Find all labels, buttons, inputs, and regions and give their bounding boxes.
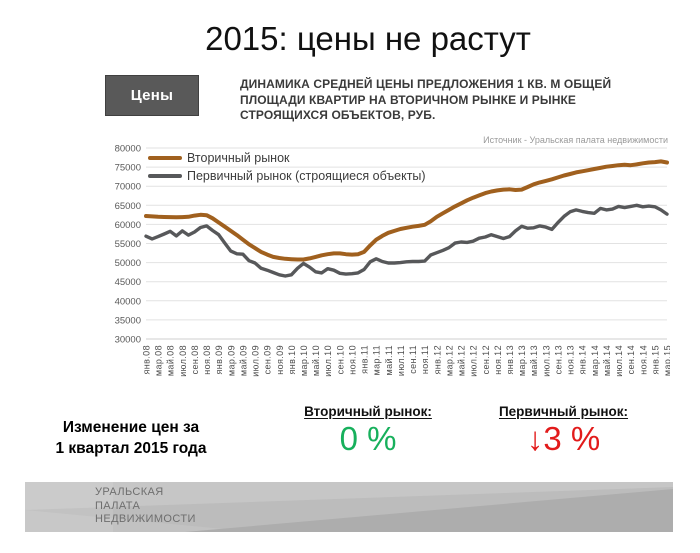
primary-market-heading: Первичный рынок: — [498, 404, 629, 419]
chart-legend: Вторичный рынок Первичный рынок (строящи… — [148, 149, 426, 185]
x-tick-label: сен.14 — [626, 345, 636, 374]
series-line-secondary — [144, 159, 669, 262]
y-tick-label: 65000 — [115, 201, 141, 212]
x-tick-label: янв.10 — [287, 345, 297, 375]
x-tick-label: май.12 — [457, 345, 467, 376]
x-tick-label: ноя.11 — [420, 345, 430, 374]
y-tick-label: 80000 — [115, 144, 141, 155]
x-tick-label: сен.12 — [481, 345, 491, 374]
x-tick-label: сен.08 — [190, 345, 200, 374]
org-line-3: НЕДВИЖИМОСТИ — [95, 513, 196, 526]
primary-market-value: ↓3 % — [526, 420, 601, 457]
category-badge: Цены — [105, 75, 199, 116]
legend-swatch-secondary-icon — [148, 156, 182, 160]
footer-banner-shapes — [25, 482, 673, 532]
x-tick-label: май.09 — [238, 345, 248, 376]
x-tick-label: янв.08 — [142, 345, 152, 375]
x-tick-label: июл.09 — [251, 345, 261, 377]
y-tick-label: 75000 — [115, 163, 141, 174]
x-tick-label: янв.14 — [578, 345, 588, 375]
x-tick-label: сен.13 — [553, 345, 563, 374]
chart-heading: ДИНАМИКА СРЕДНЕЙ ЦЕНЫ ПРЕДЛОЖЕНИЯ 1 КВ. … — [240, 77, 612, 123]
secondary-market-change: Вторичный рынок: 0 % — [293, 404, 443, 457]
x-tick-label: сен.10 — [335, 345, 345, 374]
x-tick-label: ноя.14 — [638, 345, 648, 375]
x-tick-label: янв.13 — [505, 345, 515, 375]
org-line-2: ПАЛАТА — [95, 499, 141, 512]
x-tick-label: ноя.13 — [566, 345, 576, 375]
legend-item-secondary: Вторичный рынок — [148, 149, 426, 167]
x-tick-label: янв.09 — [214, 345, 224, 375]
y-tick-label: 55000 — [115, 239, 141, 250]
x-tick-label: июл.11 — [396, 345, 406, 376]
x-tick-label: июл.12 — [469, 345, 479, 377]
org-logo-text: УРАЛЬСКАЯ ПАЛАТА НЕДВИЖИМОСТИ — [95, 486, 196, 527]
x-tick-label: май.10 — [311, 345, 321, 376]
x-tick-label: мар.13 — [517, 345, 527, 376]
series-line-primary — [144, 203, 669, 278]
y-tick-label: 60000 — [115, 220, 141, 231]
page-title: 2015: цены не растут — [205, 20, 531, 57]
price-chart: Источник - Уральская палата недвижимости… — [110, 135, 673, 401]
x-tick-label: мар.15 — [663, 345, 671, 376]
y-tick-label: 40000 — [115, 296, 141, 307]
x-tick-label: июл.13 — [541, 345, 551, 377]
legend-label-primary: Первичный рынок (строящиеся объекты) — [187, 169, 426, 183]
x-tick-label: ноя.12 — [493, 345, 503, 375]
y-tick-label: 30000 — [115, 335, 141, 346]
x-tick-label: мар.08 — [154, 345, 164, 376]
summary-caption: Изменение цен за 1 квартал 2015 года — [38, 418, 224, 460]
x-tick-label: июл.14 — [614, 345, 624, 377]
y-tick-label: 35000 — [115, 315, 141, 326]
price-chart-svg: 80000 75000 70000 65000 60000 55000 50000 45000… — [115, 144, 673, 377]
secondary-market-heading: Вторичный рынок: — [304, 404, 432, 419]
x-tick-label: янв.15 — [650, 345, 660, 375]
x-tick-label: янв.12 — [432, 345, 442, 375]
x-tick-label: ноя.09 — [275, 345, 285, 375]
legend-swatch-primary-icon — [148, 174, 182, 178]
primary-market-change: Первичный рынок: ↓3 % — [486, 404, 641, 457]
y-tick-label: 70000 — [115, 182, 141, 193]
x-tick-label: июл.10 — [323, 345, 333, 377]
x-tick-label: мар.14 — [590, 345, 600, 376]
legend-item-primary: Первичный рынок (строящиеся объекты) — [148, 167, 426, 185]
x-tick-label: ноя.10 — [347, 345, 357, 375]
x-tick-label: сен.11 — [408, 345, 418, 374]
legend-label-secondary: Вторичный рынок — [187, 151, 290, 165]
secondary-market-value: 0 % — [339, 420, 397, 457]
x-tick-label: май.13 — [529, 345, 539, 376]
source-note: Источник - Уральская палата недвижимости — [483, 135, 668, 145]
summary-caption-line2: 1 квартал 2015 года — [55, 439, 207, 457]
x-tick-label: мар.11 — [372, 345, 382, 375]
summary-caption-line1: Изменение цен за — [62, 419, 200, 436]
x-tick-label: мар.09 — [226, 345, 236, 376]
x-tick-label: май.14 — [602, 345, 612, 376]
x-tick-label: июл.08 — [178, 345, 188, 377]
org-line-1: УРАЛЬСКАЯ — [95, 486, 164, 498]
x-tick-label: сен.09 — [263, 345, 273, 374]
category-badge-label: Цены — [130, 87, 174, 104]
x-tick-label: май.08 — [166, 345, 176, 376]
x-tick-label: май.11 — [384, 345, 394, 375]
x-tick-label: янв.11 — [360, 345, 370, 374]
y-tick-label: 45000 — [115, 277, 141, 288]
x-tick-label: мар.12 — [444, 345, 454, 376]
x-tick-label: ноя.08 — [202, 345, 212, 375]
x-tick-label: мар.10 — [299, 345, 309, 376]
footer-banner: УРАЛЬСКАЯ ПАЛАТА НЕДВИЖИМОСТИ — [25, 482, 673, 532]
y-tick-label: 50000 — [115, 258, 141, 269]
